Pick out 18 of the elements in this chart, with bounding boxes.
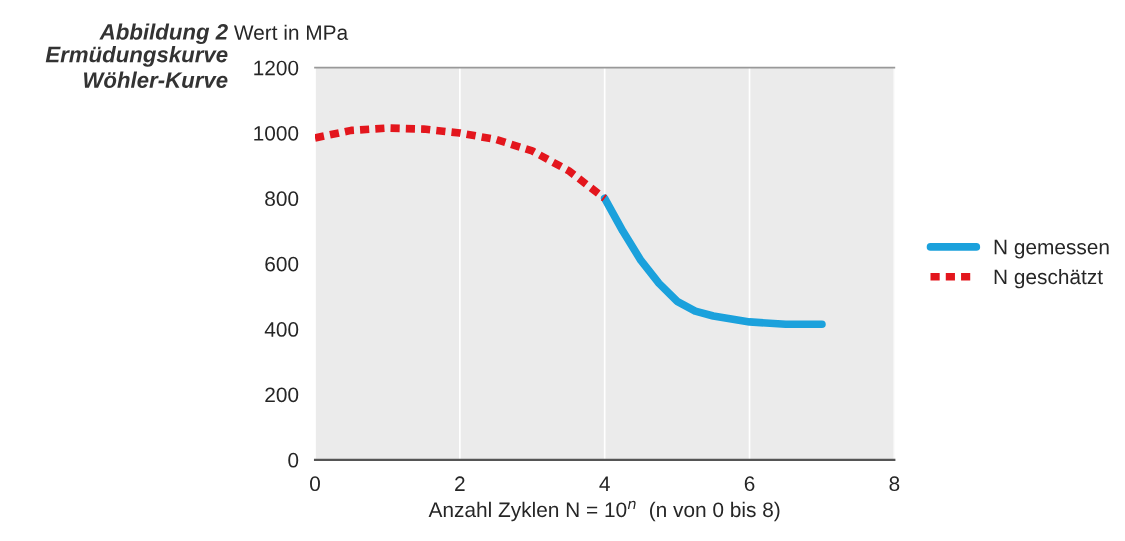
chart-title: Abbildung 2: [99, 23, 228, 45]
legend-label: N geschätzt: [994, 268, 1103, 289]
y-tick-label: 400: [264, 322, 299, 337]
y-tick-label: 0: [288, 452, 299, 468]
y-tick-label: 600: [265, 256, 299, 272]
text: Ermüdungskurve Wöhler-Kurve: [45, 46, 228, 88]
x-tick-label: 4: [599, 476, 610, 491]
x-axis-title: Anzahl Zyklen N = 10$^{n}$ (n von 0 bis 8): [428, 500, 780, 522]
x-tick-label: 0: [310, 476, 320, 492]
y-tick-label: 1000: [254, 126, 299, 141]
y-tick-label: 200: [265, 387, 299, 403]
x-tick-label: 2: [455, 476, 465, 491]
x-tick-label: 6: [744, 476, 755, 492]
legend-label: N gemessen: [994, 239, 1109, 259]
y-axis-title: Wert in MPa: [233, 24, 349, 40]
x-tick-label: 8: [889, 476, 900, 492]
y-tick-label: 800: [265, 191, 299, 207]
y-tick-label: 1200: [254, 60, 299, 76]
